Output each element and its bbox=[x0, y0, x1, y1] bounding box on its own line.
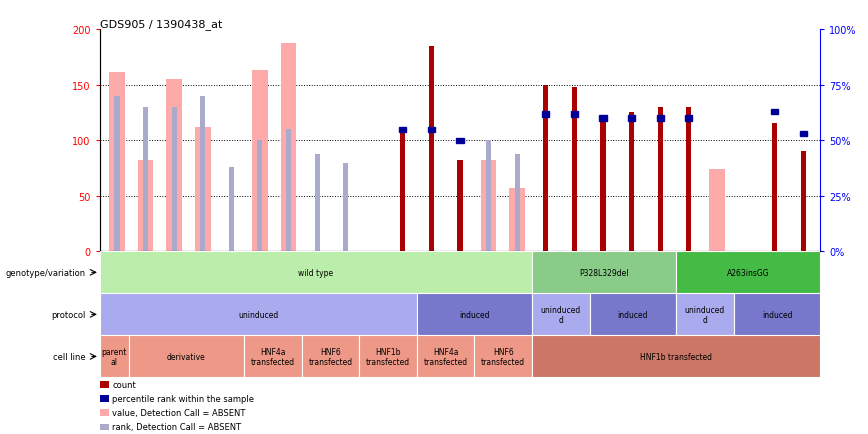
Bar bbox=[572, 88, 577, 252]
Bar bbox=[143, 108, 148, 252]
Bar bbox=[532, 294, 589, 335]
Bar bbox=[280, 44, 296, 252]
Bar bbox=[685, 116, 693, 122]
Bar bbox=[628, 116, 635, 122]
Bar bbox=[257, 141, 262, 252]
Text: HNF4a
transfected: HNF4a transfected bbox=[424, 347, 468, 366]
Text: wild type: wild type bbox=[299, 268, 333, 277]
Bar bbox=[543, 86, 549, 252]
Bar bbox=[571, 112, 578, 117]
Bar bbox=[172, 108, 177, 252]
Bar bbox=[601, 117, 606, 252]
Bar bbox=[128, 335, 244, 378]
Bar bbox=[629, 112, 635, 252]
Text: induced: induced bbox=[459, 310, 490, 319]
Bar bbox=[417, 294, 532, 335]
Bar bbox=[542, 112, 549, 117]
Bar bbox=[417, 335, 475, 378]
Text: cell line: cell line bbox=[53, 352, 85, 361]
Bar bbox=[428, 127, 435, 133]
Text: induced: induced bbox=[618, 310, 648, 319]
Text: HNF4a
transfected: HNF4a transfected bbox=[251, 347, 295, 366]
Bar bbox=[733, 294, 820, 335]
Bar bbox=[481, 161, 496, 252]
Text: value, Detection Call = ABSENT: value, Detection Call = ABSENT bbox=[113, 408, 246, 418]
Bar bbox=[429, 47, 434, 252]
Bar bbox=[709, 170, 725, 252]
Text: HNF6
transfected: HNF6 transfected bbox=[481, 347, 525, 366]
Bar bbox=[400, 130, 405, 252]
Bar bbox=[799, 132, 806, 137]
Bar bbox=[100, 395, 108, 402]
Bar bbox=[252, 71, 268, 252]
Bar bbox=[109, 72, 125, 252]
Bar bbox=[195, 128, 211, 252]
Bar bbox=[772, 123, 777, 252]
Text: induced: induced bbox=[762, 310, 792, 319]
Bar bbox=[532, 252, 676, 294]
Bar bbox=[100, 335, 128, 378]
Bar bbox=[656, 116, 664, 122]
Bar bbox=[532, 335, 820, 378]
Bar bbox=[475, 335, 532, 378]
Text: uninduced
d: uninduced d bbox=[541, 305, 581, 324]
Text: HNF1b transfected: HNF1b transfected bbox=[641, 352, 712, 361]
Bar bbox=[100, 424, 108, 431]
Bar bbox=[457, 161, 463, 252]
Bar bbox=[510, 189, 525, 252]
Text: uninduced: uninduced bbox=[238, 310, 279, 319]
Text: A263insGG: A263insGG bbox=[727, 268, 770, 277]
Text: parent
al: parent al bbox=[102, 347, 127, 366]
Bar bbox=[301, 335, 359, 378]
Text: rank, Detection Call = ABSENT: rank, Detection Call = ABSENT bbox=[113, 422, 241, 431]
Bar bbox=[100, 381, 108, 388]
Bar bbox=[457, 138, 464, 144]
Bar bbox=[515, 155, 520, 252]
Bar bbox=[771, 109, 778, 115]
Bar bbox=[115, 97, 120, 252]
Bar bbox=[589, 294, 676, 335]
Text: count: count bbox=[113, 380, 136, 389]
Bar bbox=[676, 294, 733, 335]
Bar bbox=[138, 161, 154, 252]
Text: percentile rank within the sample: percentile rank within the sample bbox=[113, 394, 254, 403]
Text: genotype/variation: genotype/variation bbox=[5, 268, 85, 277]
Bar bbox=[314, 155, 319, 252]
Bar bbox=[201, 97, 206, 252]
Text: uninduced
d: uninduced d bbox=[685, 305, 725, 324]
Text: GDS905 / 1390438_at: GDS905 / 1390438_at bbox=[100, 20, 222, 30]
Text: P328L329del: P328L329del bbox=[579, 268, 629, 277]
Text: protocol: protocol bbox=[51, 310, 85, 319]
Bar bbox=[100, 252, 532, 294]
Bar bbox=[486, 141, 491, 252]
Bar bbox=[399, 127, 406, 133]
Bar bbox=[800, 152, 806, 252]
Bar bbox=[359, 335, 417, 378]
Bar bbox=[343, 163, 348, 252]
Bar bbox=[244, 335, 301, 378]
Bar bbox=[100, 294, 417, 335]
Bar bbox=[229, 168, 233, 252]
Text: derivative: derivative bbox=[167, 352, 206, 361]
Bar bbox=[100, 409, 108, 416]
Bar bbox=[600, 116, 607, 122]
Bar bbox=[658, 108, 663, 252]
Bar bbox=[676, 252, 820, 294]
Text: HNF6
transfected: HNF6 transfected bbox=[308, 347, 352, 366]
Text: HNF1b
transfected: HNF1b transfected bbox=[366, 347, 410, 366]
Bar bbox=[167, 80, 182, 252]
Bar bbox=[286, 130, 291, 252]
Bar bbox=[687, 108, 691, 252]
